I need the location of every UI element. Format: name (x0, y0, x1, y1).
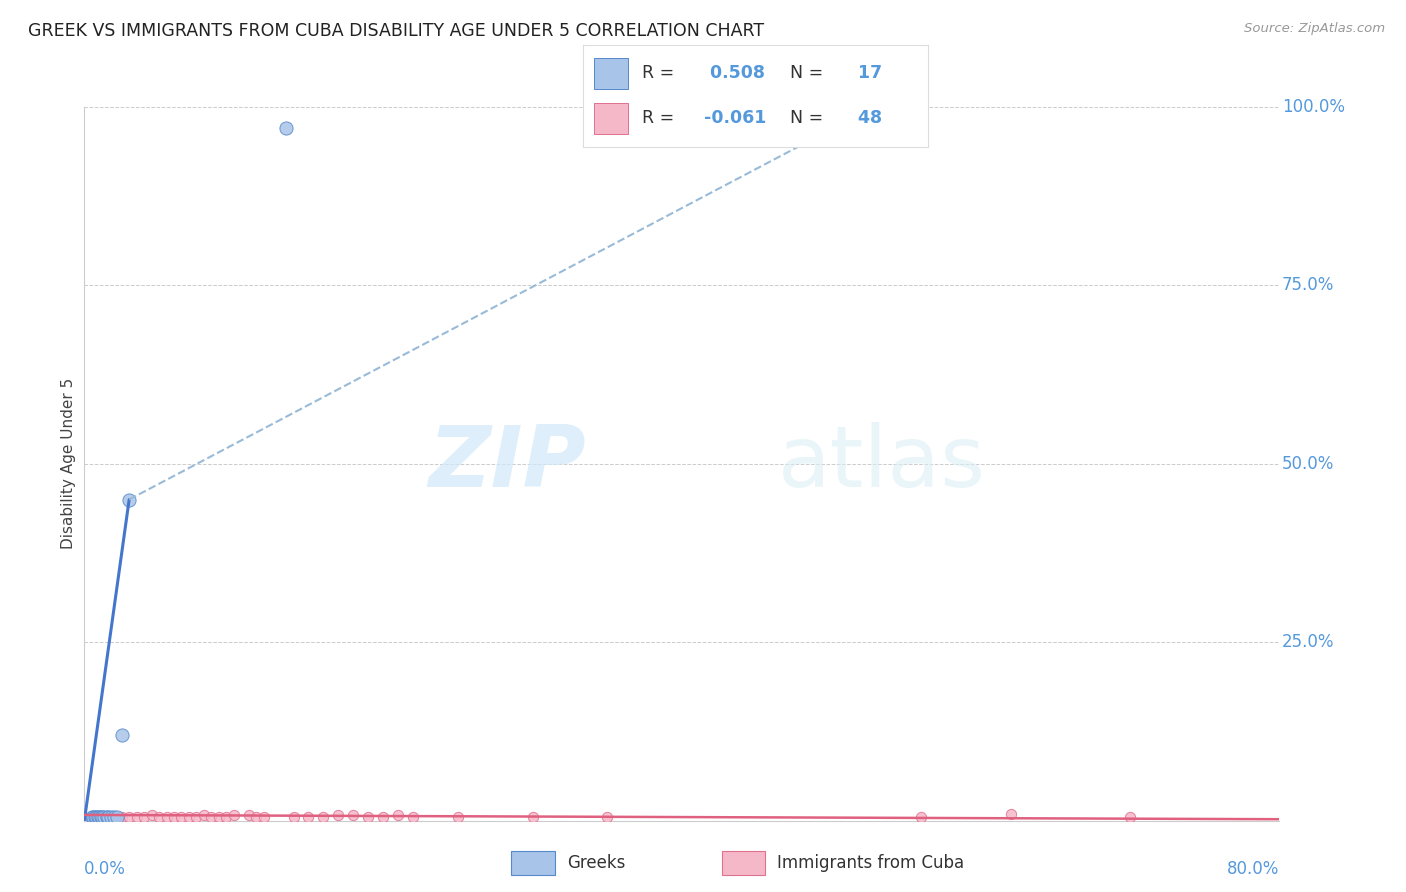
Point (87, 810, 110, 824)
Text: N =: N = (790, 64, 830, 82)
Point (94, 810, 117, 824)
Point (96, 810, 118, 824)
Point (163, 810, 186, 824)
Text: -0.061: -0.061 (704, 110, 766, 128)
Point (342, 808, 364, 822)
Text: 50.0%: 50.0% (1282, 455, 1334, 473)
Point (89, 810, 111, 824)
Text: Immigrants from Cuba: Immigrants from Cuba (778, 854, 965, 872)
Text: R =: R = (643, 64, 679, 82)
Point (222, 808, 245, 822)
Point (105, 810, 128, 824)
Point (86, 810, 108, 824)
Point (82, 810, 104, 824)
Point (103, 810, 125, 824)
Point (177, 810, 200, 824)
Point (148, 810, 170, 824)
Point (89, 810, 111, 824)
Point (97, 810, 120, 824)
Point (125, 810, 148, 824)
Point (87, 810, 110, 824)
Point (132, 810, 156, 824)
Point (96, 810, 118, 824)
Point (245, 810, 267, 824)
Point (100, 810, 122, 824)
Point (387, 808, 409, 822)
Point (283, 810, 305, 824)
Point (910, 810, 932, 824)
Point (1000, 806, 1022, 821)
Point (238, 808, 260, 822)
Y-axis label: Disability Age Under 5: Disability Age Under 5 (60, 378, 76, 549)
Text: 25.0%: 25.0% (1282, 633, 1334, 651)
Point (118, 492, 141, 507)
Point (90, 810, 112, 824)
Point (91, 810, 114, 824)
Point (103, 810, 125, 824)
Point (80, 810, 103, 824)
Text: 17: 17 (852, 64, 883, 82)
Text: GREEK VS IMMIGRANTS FROM CUBA DISABILITY AGE UNDER 5 CORRELATION CHART: GREEK VS IMMIGRANTS FROM CUBA DISABILITY… (28, 22, 765, 40)
Point (1119, 810, 1142, 824)
Text: 48: 48 (852, 110, 883, 128)
Text: R =: R = (643, 110, 679, 128)
FancyBboxPatch shape (593, 58, 628, 88)
Text: Source: ZipAtlas.com: Source: ZipAtlas.com (1244, 22, 1385, 36)
Point (83, 810, 105, 824)
Point (522, 810, 544, 824)
Point (111, 810, 134, 824)
Point (200, 810, 222, 824)
Text: 0.508: 0.508 (704, 64, 765, 82)
Point (253, 810, 276, 824)
Text: 75.0%: 75.0% (1282, 277, 1334, 294)
Text: atlas: atlas (778, 422, 986, 506)
Point (118, 810, 141, 824)
Point (193, 808, 215, 822)
Point (90, 810, 112, 824)
Point (328, 808, 350, 822)
Point (402, 810, 425, 824)
Point (170, 810, 193, 824)
Point (91, 810, 114, 824)
Point (97, 810, 120, 824)
Point (93, 810, 115, 824)
Point (274, 121, 297, 136)
Point (357, 810, 380, 824)
Point (208, 810, 231, 824)
Point (86, 810, 108, 824)
Point (105, 810, 128, 824)
Text: Greeks: Greeks (567, 854, 626, 872)
Text: 80.0%: 80.0% (1227, 860, 1279, 878)
Text: 0.0%: 0.0% (84, 860, 127, 878)
Point (83, 810, 105, 824)
Point (312, 810, 335, 824)
FancyBboxPatch shape (721, 851, 765, 875)
Point (155, 810, 177, 824)
Point (186, 810, 208, 824)
Point (215, 810, 238, 824)
Point (111, 728, 134, 742)
Text: ZIP: ZIP (429, 422, 586, 506)
Point (93, 810, 115, 824)
Point (141, 808, 163, 822)
Text: N =: N = (790, 110, 830, 128)
Point (100, 810, 122, 824)
Point (80, 810, 103, 824)
Point (297, 810, 319, 824)
Text: 100.0%: 100.0% (1282, 98, 1346, 116)
FancyBboxPatch shape (512, 851, 554, 875)
FancyBboxPatch shape (593, 103, 628, 134)
Point (596, 810, 619, 824)
Point (447, 810, 470, 824)
Point (371, 810, 394, 824)
